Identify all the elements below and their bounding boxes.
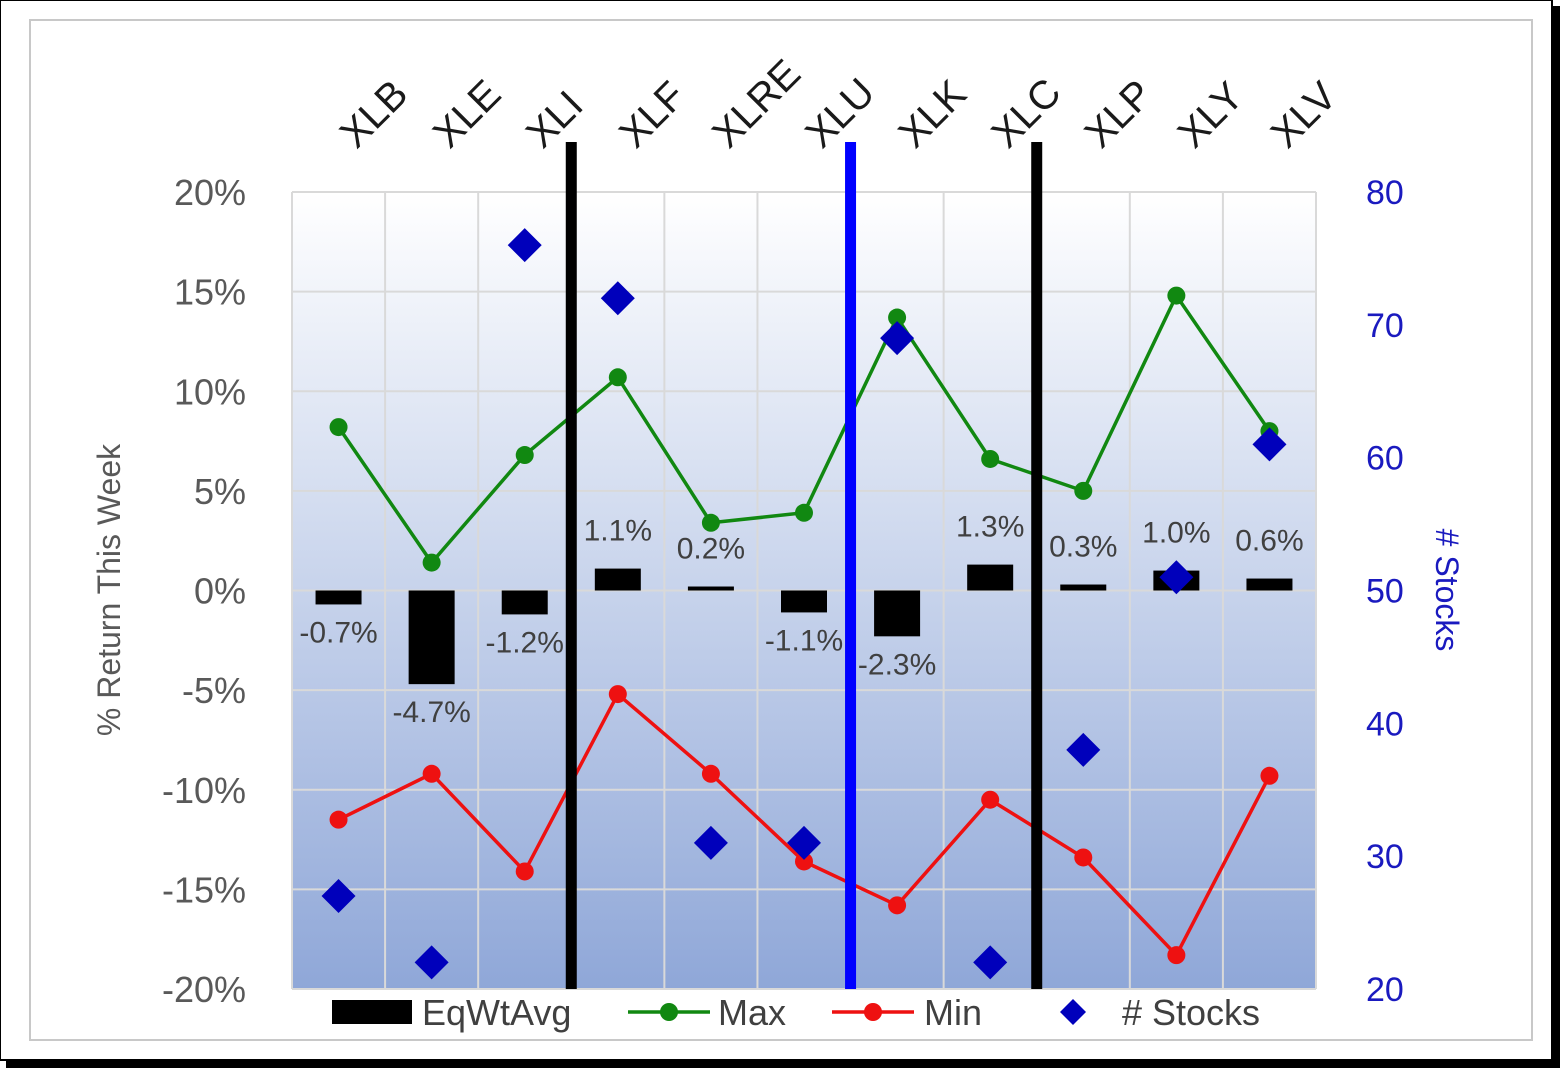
max-point-xly — [1167, 286, 1186, 305]
bar-label-xlk: -2.3% — [858, 648, 936, 681]
min-point-xlp — [1074, 848, 1093, 867]
y-axis-title: % Return This Week — [91, 443, 127, 736]
bar-series-eqwtavg — [315, 564, 1293, 685]
max-point-xlu — [795, 503, 813, 522]
y-tick-label: -10% — [162, 770, 246, 811]
max-point-xlk — [888, 308, 907, 327]
stocks-point-xle — [414, 945, 449, 980]
stocks-point-xlf — [600, 281, 635, 316]
stocks-point-xlk — [880, 321, 915, 356]
y2-tick-label: 20 — [1366, 971, 1404, 1009]
min-point-xlre — [701, 764, 720, 783]
max-point-xlc — [981, 449, 1000, 468]
y-tick-label: -5% — [182, 670, 246, 711]
bar-xlf — [594, 568, 641, 591]
legend-label-min: Min — [924, 992, 982, 1033]
min-point-xlv — [1260, 766, 1279, 785]
y2-tick-label: 30 — [1366, 838, 1404, 876]
stocks-point-xly — [1159, 560, 1194, 595]
max-point-xlp — [1074, 481, 1093, 500]
bar-label-xlb: -0.7% — [299, 616, 377, 649]
bar-data-labels: -0.7% -4.7% -1.2% 1.1% 0.2% -1.1% -2.3% 1.3% 0.3… — [299, 511, 1303, 730]
bar-label-xlc: 1.3% — [956, 511, 1024, 544]
legend-label-stocks: # Stocks — [1122, 992, 1260, 1033]
bar-xlu — [781, 590, 827, 613]
stocks-point-xlc — [973, 945, 1008, 980]
bar-xlv — [1246, 578, 1293, 591]
bar-xle — [408, 590, 455, 685]
bar-label-xle: -4.7% — [392, 696, 470, 729]
y-axis-ticks: 20% 15% 10% 5% 0% -5% -10% -15% -20% — [162, 172, 246, 1010]
min-point-xle — [422, 764, 441, 783]
separator-lines — [565, 142, 1043, 989]
legend-swatch-stocks — [1060, 999, 1086, 1025]
stocks-point-xli — [507, 228, 542, 263]
bar-xlk — [874, 590, 921, 637]
stocks-point-xlb — [321, 879, 356, 914]
line-series — [329, 286, 1279, 965]
y-tick-label: -15% — [162, 869, 246, 910]
scatter-series-stocks — [321, 228, 1287, 980]
max-point-xlb — [329, 418, 348, 437]
min-point-xli — [515, 862, 534, 881]
y2-tick-label: 60 — [1366, 440, 1404, 478]
stocks-point-xlu — [787, 825, 821, 860]
max-point-xlre — [701, 513, 720, 532]
legend: EqWtAvg Max Min # Stocks — [332, 992, 1260, 1033]
bar-xlre — [687, 586, 734, 591]
y-tick-label: 10% — [174, 371, 246, 412]
y-tick-label: 5% — [194, 471, 246, 512]
bar-label-xlf: 1.1% — [584, 515, 652, 548]
min-point-xlc — [981, 790, 1000, 809]
max-point-xlf — [608, 368, 627, 387]
bar-label-xly: 1.0% — [1142, 517, 1210, 550]
bar-label-xli: -1.2% — [486, 626, 564, 659]
bar-xlb — [315, 590, 362, 605]
y2-axis-title: # Stocks — [1429, 529, 1465, 652]
y2-tick-label: 80 — [1366, 174, 1404, 212]
y2-axis-ticks: 80 70 60 50 40 30 20 — [1366, 174, 1404, 1009]
min-point-xlk — [888, 896, 907, 915]
min-point-xlu — [795, 852, 813, 871]
bar-xli — [501, 590, 548, 615]
y2-tick-label: 50 — [1366, 573, 1404, 611]
stocks-point-xlre — [693, 825, 728, 860]
y-tick-label: -20% — [162, 969, 246, 1010]
min-point-xlb — [329, 810, 348, 829]
legend-label-max: Max — [718, 992, 786, 1033]
min-point-xlf — [608, 685, 627, 704]
max-point-xli — [515, 446, 534, 465]
bar-label-xlu: -1.1% — [765, 624, 843, 657]
stocks-point-xlv — [1252, 427, 1287, 462]
y-tick-label: 20% — [174, 172, 246, 213]
min-point-xly — [1167, 946, 1186, 965]
stocks-point-xlp — [1066, 732, 1101, 767]
y-tick-label: 15% — [174, 272, 246, 313]
legend-swatch-min-marker — [864, 1003, 882, 1021]
legend-label-eqwtavg: EqWtAvg — [422, 992, 571, 1033]
y-tick-label: 0% — [194, 571, 246, 612]
bar-label-xlp: 0.3% — [1049, 531, 1117, 564]
bar-xlp — [1060, 584, 1107, 591]
bar-xlc — [967, 564, 1014, 591]
legend-swatch-eqwtavg — [332, 1000, 412, 1024]
max-point-xle — [422, 553, 441, 572]
bar-label-xlv: 0.6% — [1235, 525, 1303, 558]
legend-swatch-max-marker — [660, 1003, 678, 1021]
y2-tick-label: 70 — [1366, 307, 1404, 345]
bar-label-xlre: 0.2% — [677, 533, 745, 566]
y2-tick-label: 40 — [1366, 705, 1404, 743]
